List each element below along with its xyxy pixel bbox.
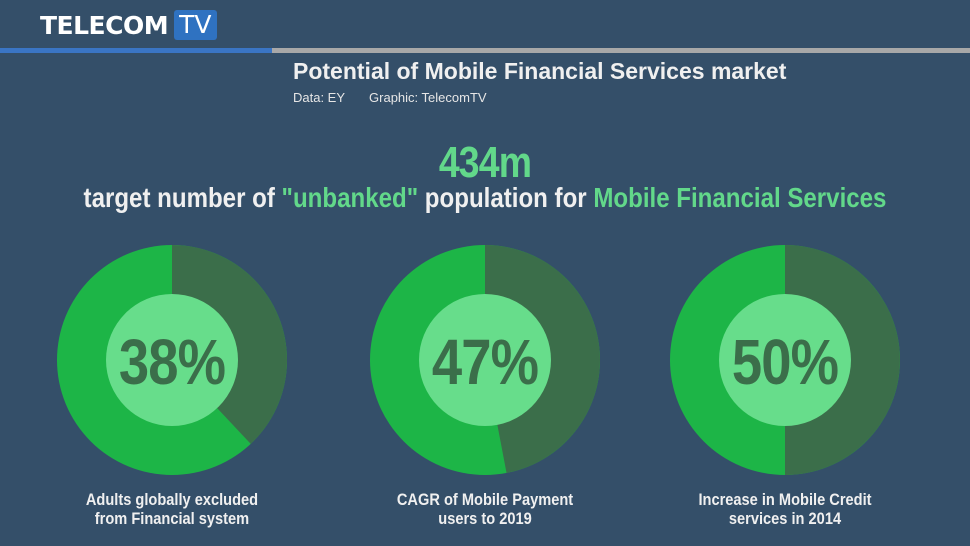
donut-percent: 50% bbox=[731, 326, 839, 398]
donut-svg bbox=[57, 245, 287, 475]
donut-chart-2: 47% bbox=[370, 245, 600, 475]
credits: Data: EY Graphic: TelecomTV bbox=[293, 90, 487, 105]
headline-text-2: population for bbox=[418, 182, 594, 213]
donut-percent: 38% bbox=[118, 326, 226, 398]
donut-label-2: CAGR of Mobile Payment users to 2019 bbox=[373, 490, 597, 528]
telecomtv-logo: TELECOM TV bbox=[40, 10, 217, 40]
credit-graphic: Graphic: TelecomTV bbox=[369, 90, 487, 105]
donut-percent: 47% bbox=[431, 326, 539, 398]
logo-badge: TV bbox=[174, 10, 217, 40]
label-line: from Financial system bbox=[94, 509, 250, 528]
chart-title: Potential of Mobile Financial Services m… bbox=[293, 58, 787, 84]
header-divider-blue bbox=[0, 48, 272, 53]
label-line: services in 2014 bbox=[728, 509, 842, 528]
donut-label-1: Adults globally excluded from Financial … bbox=[60, 490, 284, 528]
credit-data: Data: EY bbox=[293, 90, 346, 105]
header-divider-grey bbox=[272, 48, 970, 53]
donut-chart-1: 38% bbox=[57, 245, 287, 475]
label-line: Adults globally excluded bbox=[85, 490, 259, 509]
label-line: Increase in Mobile Credit bbox=[698, 490, 872, 509]
headline-value: 434m bbox=[438, 138, 532, 187]
label-line: users to 2019 bbox=[438, 509, 532, 528]
label-line: CAGR of Mobile Payment bbox=[396, 490, 574, 509]
headline-text: target number of "unbanked" population f… bbox=[68, 182, 902, 214]
headline-text-1: target number of bbox=[83, 182, 282, 213]
donut-label-3: Increase in Mobile Credit services in 20… bbox=[673, 490, 897, 528]
donut-svg bbox=[670, 245, 900, 475]
headline-highlight-mfs: Mobile Financial Services bbox=[593, 182, 887, 213]
donut-chart-3: 50% bbox=[670, 245, 900, 475]
donut-svg bbox=[370, 245, 600, 475]
logo-word: TELECOM bbox=[40, 10, 169, 40]
headline-highlight-unbanked: "unbanked" bbox=[281, 182, 419, 213]
